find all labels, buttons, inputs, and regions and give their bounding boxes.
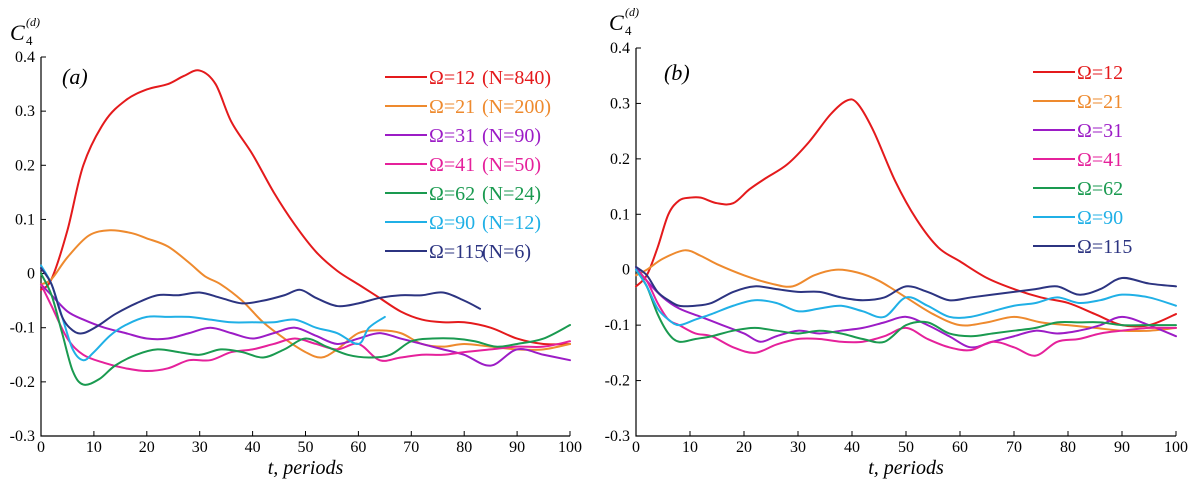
y-tick-label: -0.2 (10, 374, 35, 391)
legend-n-label: (N=200) (482, 96, 551, 118)
series-line-omega-12 (40, 69, 571, 346)
y-axis-label-superscript: (d) (26, 15, 40, 29)
x-tick-label: 90 (1114, 439, 1130, 456)
y-axis-label-superscript: (d) (625, 5, 639, 19)
legend-n-label: (N=840) (482, 67, 551, 89)
series-line-omega-41 (40, 283, 571, 373)
series-line-omega-115 (635, 265, 1177, 308)
x-axis-label: t, periods (268, 457, 344, 479)
x-tick-label: 10 (682, 439, 698, 456)
y-tick-label: 0.2 (15, 157, 35, 174)
x-tick-label: 10 (86, 439, 102, 456)
y-tick-label: -0.1 (605, 317, 630, 334)
y-axis-label-subscript: 4 (26, 33, 33, 48)
legend-label: Ω=31 (1077, 120, 1123, 142)
y-tick-label: -0.3 (10, 428, 35, 445)
y-tick-label: 0.4 (610, 40, 630, 57)
x-tick-label: 100 (558, 439, 582, 456)
chart-panel-a: -0.3 -0.2 -0.1 0 0.1 0.2 0.3 0.4 0 10 20 30 40 50 60 70… (10, 15, 582, 479)
legend-label: Ω=115 (429, 241, 484, 263)
y-tick-label: -0.1 (10, 320, 35, 337)
x-tick-label: 80 (1060, 439, 1076, 456)
y-tick-label: 0 (27, 266, 35, 283)
y-tick-label: 0 (622, 262, 630, 279)
legend-n-label: (N=90) (482, 125, 541, 147)
series-line-omega-62 (635, 268, 1177, 344)
series-line-omega-90 (40, 264, 386, 362)
legend-label: Ω=41 (429, 154, 475, 176)
x-tick-label: 0 (37, 439, 45, 456)
legend-n-label: (N=50) (482, 154, 541, 176)
x-tick-label: 40 (844, 439, 860, 456)
x-tick-label: 20 (736, 439, 752, 456)
series-line-omega-115 (40, 267, 482, 335)
legend-label: Ω=62 (429, 183, 475, 205)
x-tick-label: 100 (1164, 439, 1188, 456)
x-tick-label: 50 (898, 439, 914, 456)
series-line-omega-21 (635, 249, 1177, 333)
y-axis-label: C (10, 20, 25, 45)
panel-label: (b) (664, 60, 690, 85)
legend-label: Ω=115 (1077, 236, 1132, 258)
x-tick-label: 50 (298, 439, 314, 456)
legend-label: Ω=31 (429, 125, 475, 147)
series-line-omega-90 (635, 268, 1177, 327)
x-tick-label: 60 (350, 439, 366, 456)
x-tick-label: 40 (245, 439, 261, 456)
legend-n-label: (N=24) (482, 183, 541, 205)
x-tick-label: 70 (1006, 439, 1022, 456)
x-tick-label: 90 (509, 439, 525, 456)
legend-n-label: (N=12) (482, 212, 541, 234)
y-axis-label-subscript: 4 (625, 23, 632, 38)
y-tick-label: 0.1 (15, 211, 35, 228)
legend-n-label: (N=6) (482, 241, 531, 263)
panel-label: (a) (62, 64, 88, 89)
series-line-omega-31 (40, 283, 571, 367)
y-tick-label: 0.3 (610, 95, 630, 112)
y-axis-label: C (609, 10, 624, 35)
x-tick-label: 30 (192, 439, 208, 456)
legend-label: Ω=62 (1077, 178, 1123, 200)
x-tick-label: 60 (952, 439, 968, 456)
y-tick-label: -0.3 (605, 428, 630, 445)
x-tick-label: 80 (456, 439, 472, 456)
legend-label: Ω=41 (1077, 149, 1123, 171)
chart-panel-b: -0.3 -0.2 -0.1 0 0.1 0.2 0.3 0.4 0 10 20 30 40 50 60 70… (605, 5, 1188, 479)
series-line-omega-41 (635, 268, 1177, 357)
y-tick-label: 0.4 (15, 49, 35, 66)
y-tick-label: 0.2 (610, 151, 630, 168)
legend-label: Ω=90 (1077, 207, 1123, 229)
x-tick-label: 70 (403, 439, 419, 456)
legend-label: Ω=90 (429, 212, 475, 234)
series-line-omega-31 (635, 265, 1177, 349)
x-tick-label: 20 (139, 439, 155, 456)
legend-label: Ω=12 (1077, 62, 1123, 84)
y-tick-label: 0.3 (15, 103, 35, 120)
series-line-omega-21 (40, 229, 571, 359)
x-axis-label: t, periods (868, 457, 944, 479)
y-tick-label: 0.1 (610, 206, 630, 223)
legend-label: Ω=12 (429, 67, 475, 89)
legend-label: Ω=21 (429, 96, 475, 118)
series-line-omega-62 (40, 272, 571, 386)
legend-label: Ω=21 (1077, 91, 1123, 113)
x-tick-label: 30 (790, 439, 806, 456)
x-tick-label: 0 (632, 439, 640, 456)
y-tick-label: -0.2 (605, 373, 630, 390)
